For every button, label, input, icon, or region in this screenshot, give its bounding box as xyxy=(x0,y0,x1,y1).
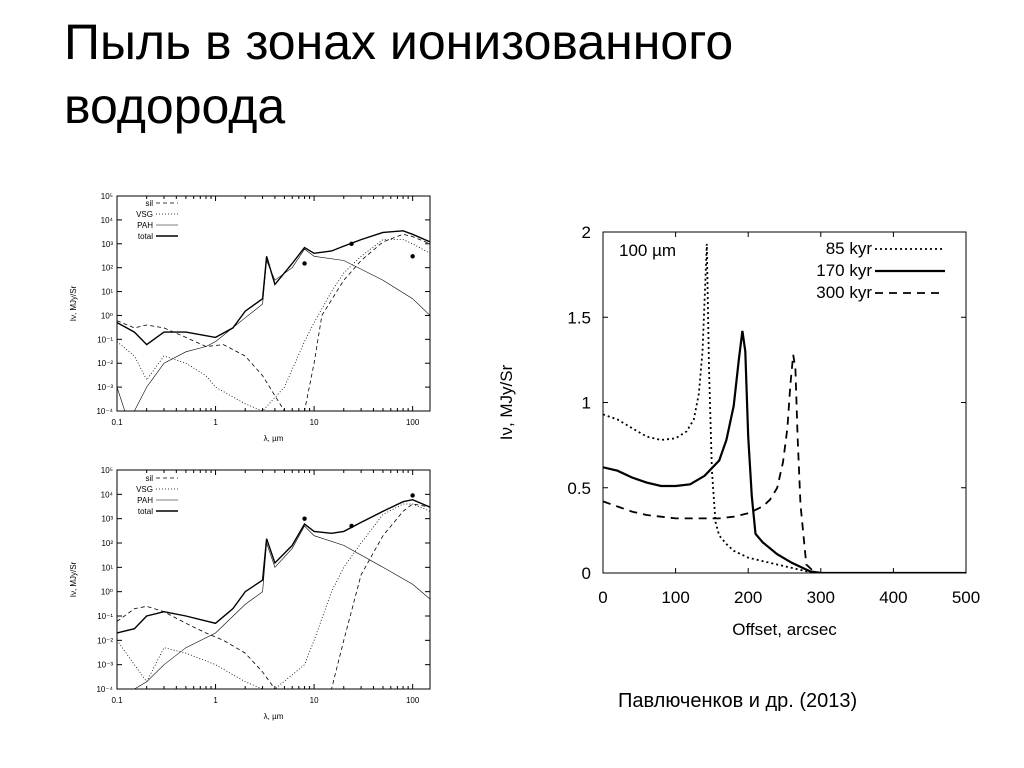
x-tick-label: 500 xyxy=(952,588,980,607)
chart-3: 0 100 200 300 400 500 0 0.5 1 1.5 2 Offset, arcsec I… xyxy=(497,223,980,639)
y-tick-label: 10⁻³ xyxy=(97,383,113,392)
series-line-PAH xyxy=(117,248,430,411)
y-tick-label: 10⁵ xyxy=(101,192,113,201)
legend-label: VSG xyxy=(136,485,153,494)
legend-label: VSG xyxy=(136,210,153,219)
y-tick-label: 10² xyxy=(101,264,113,273)
data-point xyxy=(410,493,415,498)
x-tick-label: 200 xyxy=(734,588,762,607)
y-tick-label: 10³ xyxy=(101,240,113,249)
y-tick-label: 10⁻³ xyxy=(97,661,113,670)
x-tick-label: 10 xyxy=(310,696,319,705)
series-line-170-kyr xyxy=(603,330,966,573)
y-tick-label: 1 xyxy=(582,394,591,413)
legend-label: 85 kyr xyxy=(826,239,873,258)
y-tick-label: 10⁻¹ xyxy=(97,335,113,344)
annotation-label: 100 µm xyxy=(619,241,676,260)
x-tick-label: 300 xyxy=(807,588,835,607)
y-tick-label: 10⁻¹ xyxy=(97,612,113,621)
title-line-1: Пыль в зонах ионизованного xyxy=(64,14,734,70)
legend-label: sil xyxy=(145,199,153,208)
series-line-VSG xyxy=(117,503,430,689)
y-tick-label: 1.5 xyxy=(567,308,591,327)
data-point xyxy=(349,241,354,246)
x-axis-label: Offset, arcsec xyxy=(732,620,837,639)
y-tick-label: 10⁰ xyxy=(101,311,113,320)
data-point xyxy=(410,254,415,259)
x-tick-label: 100 xyxy=(661,588,689,607)
x-tick-label: 1 xyxy=(213,696,218,705)
y-tick-label: 10⁵ xyxy=(101,466,113,475)
x-axis-label: λ, µm xyxy=(264,712,284,721)
legend-label: total xyxy=(138,232,153,241)
chart-2: 0.1 1 10 100 10⁻⁴ 10⁻³ 10⁻² 10⁻¹ 10⁰ 10¹ 10² 10³ 10⁴… xyxy=(69,466,431,721)
y-tick-label: 10³ xyxy=(101,515,113,524)
series-line-total xyxy=(117,230,430,346)
series-line-sil xyxy=(117,503,430,689)
legend-label: PAH xyxy=(137,221,153,230)
series-line-PAH xyxy=(117,525,430,689)
x-axis-label: λ, µm xyxy=(264,434,284,443)
x-tick-label: 10 xyxy=(310,418,319,427)
legend-label: 170 kyr xyxy=(816,261,872,280)
legend-label: total xyxy=(138,507,153,516)
y-tick-label: 10¹ xyxy=(101,288,113,297)
series-line-VSG xyxy=(117,239,430,411)
legend-label: PAH xyxy=(137,496,153,505)
y-tick-label: 10⁰ xyxy=(101,588,113,597)
y-tick-label: 10⁴ xyxy=(101,490,114,499)
plot-frame xyxy=(116,469,431,690)
x-tick-label: 400 xyxy=(879,588,907,607)
series-line-300-kyr xyxy=(603,354,966,573)
citation-caption: Павлюченков и др. (2013) xyxy=(618,690,858,712)
y-tick-label: 10⁻² xyxy=(97,636,113,645)
x-tick-label: 0.1 xyxy=(111,418,123,427)
x-tick-label: 100 xyxy=(406,696,420,705)
series-line-sil xyxy=(117,233,430,411)
chart-1: 0.1 1 10 100 10⁻⁴ 10⁻³ 10⁻² 10⁻¹ 10⁰ 10¹ 10² 10³ 10⁴… xyxy=(69,192,431,443)
y-tick-label: 10⁻⁴ xyxy=(96,407,113,416)
legend-label: 300 kyr xyxy=(816,283,872,302)
x-tick-label: 100 xyxy=(406,418,420,427)
legend-label: sil xyxy=(145,474,153,483)
slide-title: Пыль в зонах ионизованного водорода xyxy=(64,10,964,138)
series-line-total xyxy=(117,498,430,634)
data-point xyxy=(302,261,307,266)
data-point xyxy=(302,516,307,521)
plot-frame xyxy=(116,195,431,412)
x-tick-label: 0.1 xyxy=(111,696,123,705)
title-line-2: водорода xyxy=(64,78,286,134)
y-tick-label: 10¹ xyxy=(101,563,113,572)
plot-frame xyxy=(602,231,967,574)
y-tick-label: 2 xyxy=(582,223,591,242)
y-tick-label: 10² xyxy=(101,539,113,548)
y-axis-label: Iν, MJy/Sr xyxy=(69,285,78,321)
x-tick-label: 0 xyxy=(598,588,607,607)
series-line-85-kyr xyxy=(603,243,966,573)
x-tick-label: 1 xyxy=(213,418,218,427)
y-tick-label: 10⁴ xyxy=(101,216,114,225)
y-tick-label: 10⁻⁴ xyxy=(96,685,113,694)
y-tick-label: 0 xyxy=(582,564,591,583)
y-tick-label: 10⁻² xyxy=(97,359,113,368)
y-axis-label: Iν, MJy/Sr xyxy=(497,364,516,440)
y-axis-label: Iν, MJy/Sr xyxy=(69,561,78,597)
data-point xyxy=(349,523,354,529)
y-tick-label: 0.5 xyxy=(567,479,591,498)
